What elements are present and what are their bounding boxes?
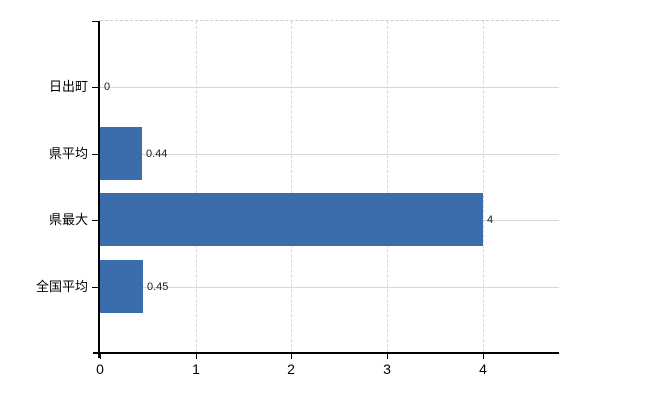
y-axis-end-tick <box>92 21 99 22</box>
x-tick <box>483 354 484 359</box>
value-label: 0 <box>104 81 111 93</box>
v-gridline <box>196 21 197 352</box>
category-label: 県平均 <box>48 146 88 161</box>
x-tick-label: 0 <box>96 361 104 377</box>
y-tick <box>92 87 99 88</box>
value-label: 0.45 <box>147 281 169 293</box>
v-gridline <box>291 21 292 352</box>
y-axis-line <box>98 21 100 358</box>
category-label: 全国平均 <box>35 279 88 294</box>
v-gridline <box>387 21 388 352</box>
bar <box>100 127 142 180</box>
category-label: 県最大 <box>48 212 88 227</box>
x-tick <box>291 354 292 359</box>
x-tick-label: 3 <box>383 361 391 377</box>
x-tick <box>196 354 197 359</box>
v-gridline <box>483 21 484 352</box>
x-tick-label: 2 <box>287 361 295 377</box>
category-label: 日出町 <box>48 79 88 94</box>
h-gridline <box>100 287 559 288</box>
h-gridline <box>100 87 559 88</box>
x-tick-label: 4 <box>479 361 487 377</box>
y-tick <box>92 287 99 288</box>
bar <box>100 193 483 246</box>
plot-top-border <box>100 20 559 21</box>
x-tick <box>100 354 101 359</box>
x-tick <box>387 354 388 359</box>
x-tick-label: 1 <box>192 361 200 377</box>
y-tick <box>92 220 99 221</box>
x-axis-line <box>93 352 559 354</box>
y-tick <box>92 154 99 155</box>
h-gridline <box>100 154 559 155</box>
bar <box>100 260 143 313</box>
value-label: 0.44 <box>146 148 168 160</box>
value-label: 4 <box>487 214 494 226</box>
